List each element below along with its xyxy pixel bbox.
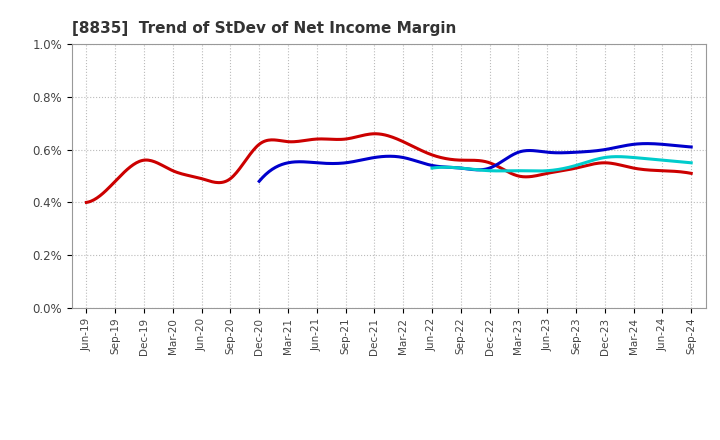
Text: [8835]  Trend of StDev of Net Income Margin: [8835] Trend of StDev of Net Income Marg… — [72, 21, 456, 36]
Line: 5 Years: 5 Years — [259, 143, 691, 181]
3 Years — [82, 200, 91, 205]
3 Years — [155, 161, 163, 166]
5 Years — [687, 144, 696, 150]
3 Years — [687, 171, 696, 176]
7 Years — [531, 169, 539, 174]
3 Years — [322, 136, 330, 142]
3 Years — [464, 158, 473, 163]
7 Years — [533, 169, 541, 174]
3 Years — [520, 174, 528, 180]
3 Years — [279, 139, 288, 144]
5 Years — [567, 150, 575, 155]
7 Years — [428, 165, 436, 171]
5 Years — [642, 141, 651, 146]
Line: 3 Years: 3 Years — [86, 134, 691, 202]
7 Years — [459, 166, 467, 171]
7 Years — [617, 154, 626, 159]
5 Years — [569, 150, 577, 155]
5 Years — [255, 179, 264, 184]
7 Years — [512, 168, 521, 173]
5 Years — [526, 148, 535, 153]
7 Years — [616, 154, 625, 159]
3 Years — [523, 174, 532, 180]
5 Years — [426, 162, 435, 168]
7 Years — [687, 160, 696, 165]
Line: 7 Years: 7 Years — [432, 157, 691, 171]
3 Years — [370, 131, 379, 136]
5 Years — [307, 160, 315, 165]
7 Years — [591, 157, 600, 162]
7 Years — [613, 154, 621, 159]
5 Years — [395, 154, 404, 160]
